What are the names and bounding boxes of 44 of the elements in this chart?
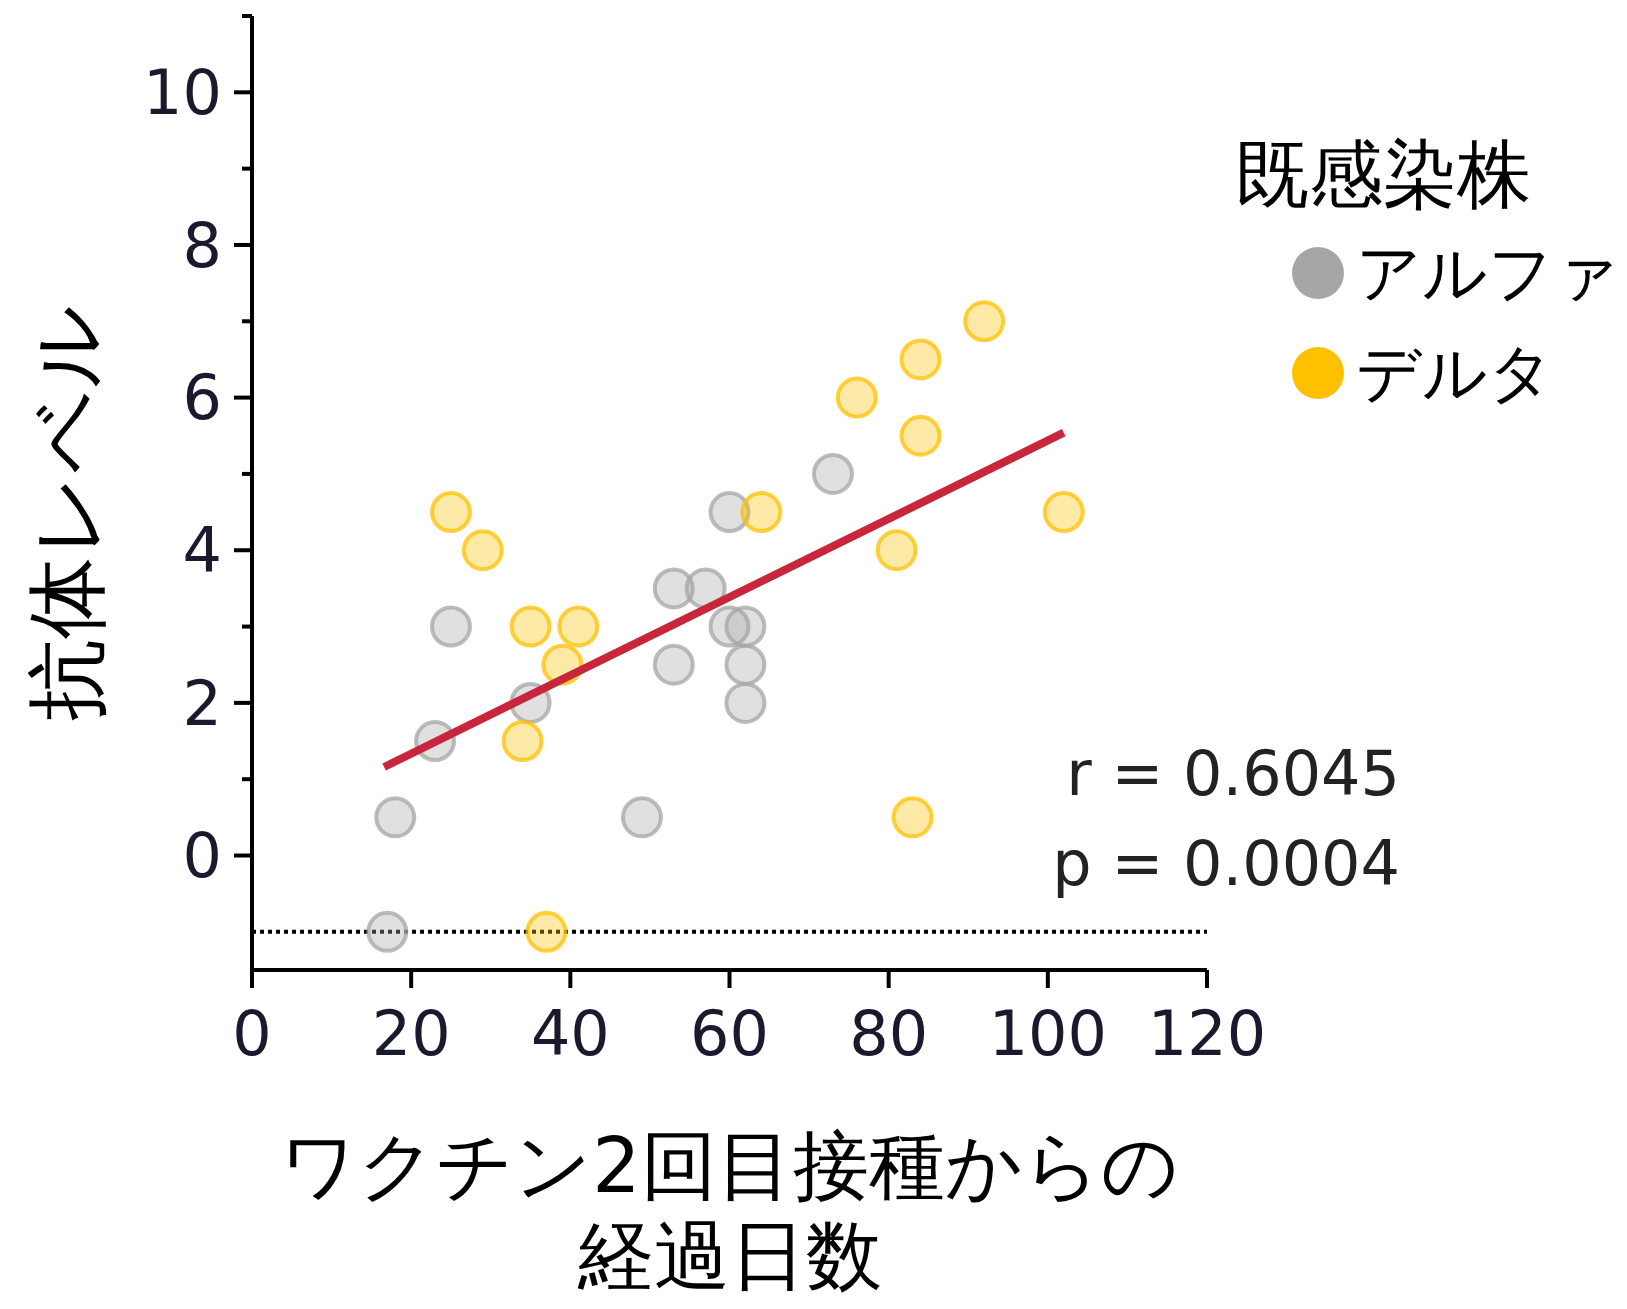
point [835,376,878,419]
x-tick-label: 0 [232,997,272,1070]
point [501,720,544,763]
point [557,605,600,648]
x-tick-label: 40 [530,997,610,1070]
legend-label: アルファ [1356,236,1620,311]
point [963,300,1006,343]
legend-label: デルタ [1356,336,1554,411]
point [811,452,854,495]
point [1042,491,1085,534]
point [875,529,918,572]
y-tick-label: 8 [182,208,222,282]
y-tick-label: 0 [182,819,222,893]
x-tick-label: 60 [690,997,769,1070]
point [684,567,727,610]
point [461,529,504,572]
point [724,605,767,648]
point [740,491,783,534]
point [374,796,417,839]
point [724,643,767,686]
point [652,643,695,686]
y-tick-label: 6 [182,361,222,435]
point [525,910,568,953]
point [429,605,472,648]
annotation: p = 0.0004 [1052,827,1400,900]
y-tick-label: 10 [143,56,222,130]
point [509,605,552,648]
point [620,796,663,839]
x-tick-label: 120 [1147,997,1267,1070]
point [429,491,472,534]
x-tick-label: 20 [371,997,451,1070]
legend-title: 既感染株 [1235,131,1531,217]
point [891,796,934,839]
point [724,681,767,724]
y-axis-title: 抗体レベル [19,305,114,721]
x-tick-label: 80 [849,997,929,1070]
annotation: r = 0.6045 [1066,737,1400,810]
x-tick-label: 100 [988,997,1108,1070]
y-tick-label: 2 [182,666,222,740]
point [899,338,942,381]
point [899,414,942,457]
x-axis-title: ワクチン2回目接種からの経過日数 [280,1121,1179,1300]
point [366,910,409,953]
y-tick-label: 4 [182,513,222,587]
